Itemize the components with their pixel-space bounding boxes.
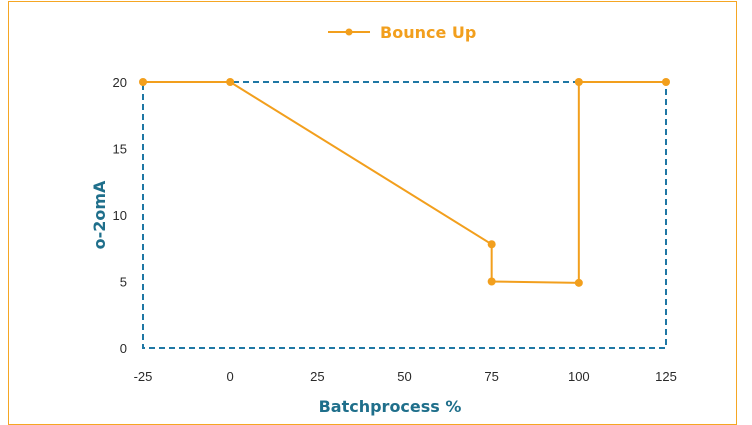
- x-tick-label: 25: [310, 369, 324, 384]
- data-point: [574, 278, 583, 287]
- y-axis-ticks: 0 5 10 15 20: [113, 75, 127, 356]
- y-tick-label: 0: [120, 341, 127, 356]
- series-bounce-up: [139, 78, 670, 287]
- legend-label: Bounce Up: [380, 23, 476, 42]
- y-tick-label: 5: [120, 275, 127, 290]
- data-point: [139, 78, 147, 86]
- data-point: [662, 78, 670, 86]
- y-tick-label: 10: [113, 208, 127, 223]
- y-tick-label: 15: [113, 142, 127, 157]
- x-tick-label: 125: [655, 369, 677, 384]
- x-tick-label: 50: [397, 369, 411, 384]
- data-point: [487, 277, 496, 286]
- legend: Bounce Up: [328, 23, 476, 42]
- x-tick-label: 75: [484, 369, 498, 384]
- x-axis-ticks: -25 0 25 50 75 100 125: [134, 369, 677, 384]
- x-tick-label: -25: [134, 369, 153, 384]
- series-line: [143, 81, 666, 284]
- x-tick-label: 100: [568, 369, 590, 384]
- data-point: [226, 78, 235, 86]
- plot-area-border: [142, 81, 667, 349]
- data-point: [487, 240, 496, 249]
- chart-frame: [8, 1, 737, 425]
- legend-point-marker: [345, 28, 353, 36]
- data-point: [574, 78, 583, 86]
- y-tick-label: 20: [113, 75, 127, 90]
- x-axis-title: Batchprocess %: [319, 397, 462, 416]
- x-tick-label: 0: [227, 369, 234, 384]
- y-axis-title: o-2omA: [90, 180, 109, 249]
